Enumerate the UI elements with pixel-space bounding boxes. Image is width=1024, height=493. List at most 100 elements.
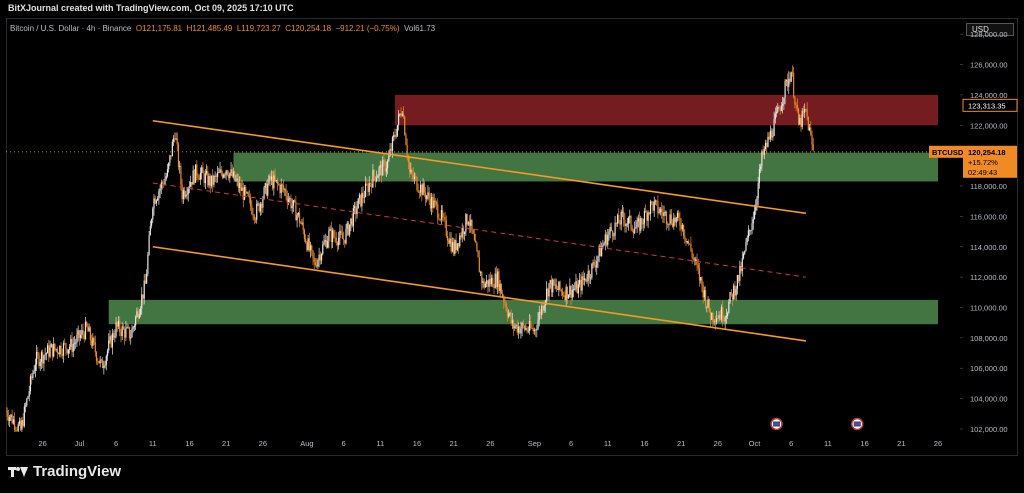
candle — [435, 200, 438, 210]
candle — [40, 350, 43, 370]
candle-body — [141, 294, 143, 309]
y-tick-label: 114,000.00 — [970, 243, 1007, 252]
candle — [88, 323, 90, 332]
candle — [146, 269, 148, 285]
candle-body — [205, 171, 208, 174]
candle — [21, 417, 23, 432]
candle — [185, 190, 187, 199]
candle-body — [801, 110, 803, 127]
chart-frame[interactable] — [6, 18, 1018, 456]
candle — [224, 172, 226, 179]
candle — [455, 233, 457, 254]
candle-body — [152, 208, 154, 220]
candle — [451, 237, 454, 253]
candle — [708, 298, 710, 313]
candle-body — [501, 293, 504, 297]
candle-body — [322, 244, 324, 254]
candle-body — [262, 199, 264, 208]
candle-body — [276, 180, 279, 184]
candle-body — [662, 212, 664, 216]
candle-body — [793, 72, 795, 98]
candle — [102, 357, 104, 369]
candle — [487, 280, 489, 294]
candle — [670, 209, 672, 225]
candle — [588, 269, 591, 284]
last-price-change: +15.72% — [968, 158, 998, 167]
candle-body — [673, 217, 675, 227]
candle — [9, 415, 11, 428]
candle — [393, 131, 395, 142]
candle-body — [198, 178, 200, 180]
candle-body — [221, 173, 224, 178]
candle-body — [396, 125, 398, 136]
candle-body — [49, 347, 51, 357]
candle-body — [239, 183, 241, 188]
candle-body — [423, 183, 425, 193]
candle — [150, 218, 153, 229]
candle — [153, 194, 155, 216]
candle — [762, 145, 764, 159]
candle — [557, 285, 559, 291]
candle — [511, 312, 513, 329]
candle-body — [484, 283, 487, 288]
candle-body — [31, 376, 33, 379]
candle — [527, 326, 529, 334]
candle — [64, 338, 66, 346]
candle — [532, 324, 534, 334]
candle — [495, 266, 498, 290]
candle — [467, 220, 469, 226]
candle-body — [764, 142, 767, 149]
candle — [476, 241, 478, 252]
candle — [16, 427, 18, 432]
candle-body — [481, 271, 483, 283]
candle-body — [201, 167, 203, 173]
candle-body — [346, 222, 348, 229]
candle-body — [391, 137, 394, 151]
candle-body — [771, 130, 773, 138]
candle-body — [267, 184, 269, 196]
candle-body — [702, 285, 704, 298]
candle — [269, 172, 271, 186]
candle-body — [610, 226, 613, 231]
candle-body — [51, 344, 54, 357]
candle-body — [761, 151, 763, 167]
currency-button[interactable]: USD — [966, 23, 1014, 36]
candle-body — [84, 321, 87, 340]
candle-body — [287, 199, 290, 203]
candle-body — [268, 175, 270, 185]
candle — [432, 193, 434, 213]
candle — [794, 96, 796, 109]
candle-body — [345, 228, 347, 244]
candle — [267, 179, 269, 199]
candle-body — [215, 175, 217, 177]
candle-body — [783, 97, 785, 104]
candle-body — [561, 291, 564, 296]
candle-body — [229, 172, 231, 179]
candle-body — [636, 221, 638, 228]
candle-body — [422, 183, 424, 196]
candle — [228, 170, 230, 181]
candle — [223, 173, 225, 179]
candle — [470, 213, 472, 233]
candle-body — [10, 414, 12, 418]
candle-body — [55, 348, 57, 350]
candle — [752, 211, 754, 230]
candle — [106, 348, 109, 361]
candle — [12, 415, 14, 425]
candle-body — [680, 225, 682, 230]
candle-body — [735, 288, 737, 296]
candle — [383, 152, 385, 167]
candle-body — [264, 183, 266, 188]
candle-body — [558, 281, 560, 290]
candle-body — [811, 134, 813, 145]
candle — [690, 236, 692, 252]
candle — [549, 279, 551, 289]
x-tick-label: 6 — [341, 439, 345, 448]
candle — [181, 178, 183, 204]
symbol-name[interactable]: Bitcoin / U.S. Dollar · 4h · Binance — [10, 24, 132, 33]
candle — [380, 161, 383, 183]
candle-body — [29, 376, 32, 392]
candle-body — [269, 175, 271, 180]
candle-body — [148, 235, 150, 255]
